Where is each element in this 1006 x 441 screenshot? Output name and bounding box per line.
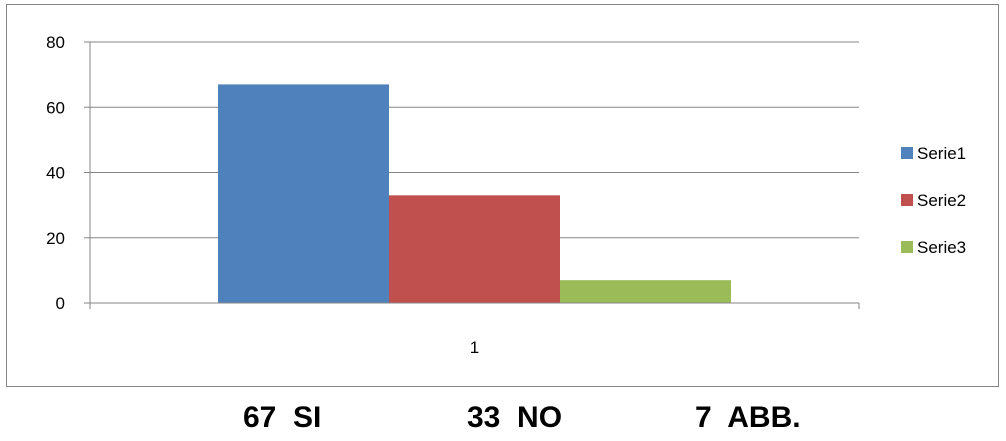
legend-label-serie1: Serie1 — [917, 144, 966, 163]
caption-row: 67 SI 33 NO 7 ABB. — [0, 398, 1006, 438]
bar-serie2-1 — [389, 195, 560, 303]
bar-chart: 0 20 40 60 80 1 Serie1 Serie2 Serie3 — [46, 33, 966, 357]
x-tick-label-1: 1 — [470, 338, 479, 357]
caption-abb: 7 ABB. — [695, 401, 801, 434]
y-tick-label-60: 60 — [46, 98, 65, 117]
bar-serie3-1 — [560, 280, 731, 303]
y-tick-label-0: 0 — [56, 294, 65, 313]
bar-serie1-1 — [218, 84, 389, 303]
legend-swatch-serie1 — [901, 147, 913, 159]
y-tick-label-80: 80 — [46, 33, 65, 52]
chart-frame: 0 20 40 60 80 1 Serie1 Serie2 Serie3 — [6, 4, 999, 387]
legend-label-serie2: Serie2 — [917, 191, 966, 210]
y-tick-label-20: 20 — [46, 229, 65, 248]
caption-si: 67 SI — [243, 401, 322, 434]
legend-swatch-serie3 — [901, 241, 913, 253]
y-tick-label-40: 40 — [46, 164, 65, 183]
caption-no: 33 NO — [467, 401, 563, 434]
legend-label-serie3: Serie3 — [917, 238, 966, 257]
legend-swatch-serie2 — [901, 194, 913, 206]
